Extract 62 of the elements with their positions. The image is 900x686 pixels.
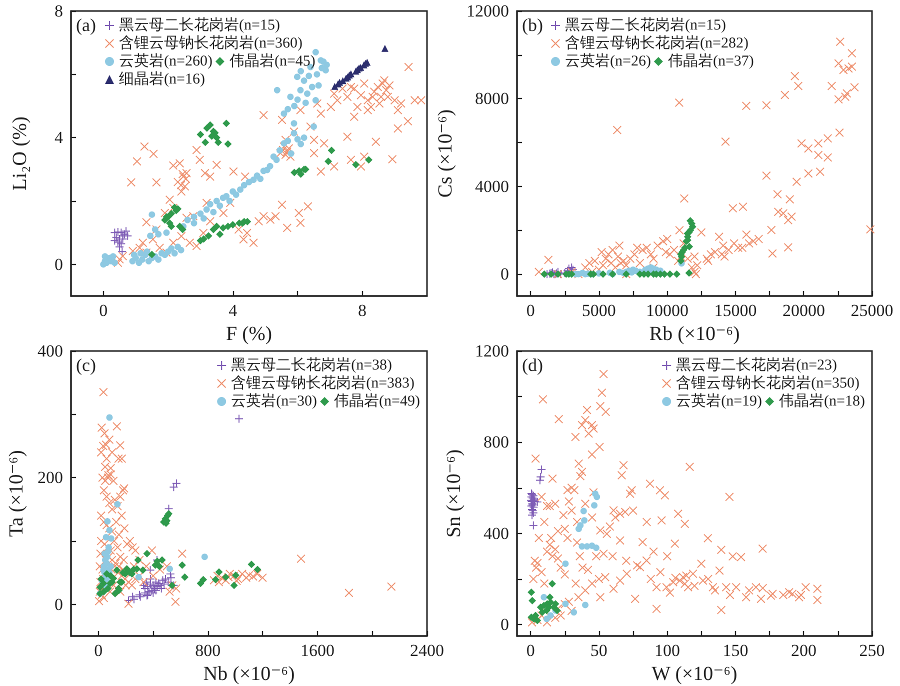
chart-title: (b) (522, 15, 543, 35)
legend-label: 黑云母二长花岗岩(n=23) (676, 356, 838, 374)
legend-label: 含锂云母钠长花岗岩(n=282) (565, 34, 748, 52)
legend-label: 含锂云母钠长花岗岩(n=350) (676, 374, 860, 392)
y-tick-label: 1200 (475, 342, 509, 360)
legend-label: 黑云母二长花岗岩(n=38) (231, 356, 392, 374)
x-tick-label: 25000 (850, 301, 894, 320)
x-tick-label: 4 (228, 301, 238, 320)
legend-label: 伟晶岩(n=18) (779, 392, 866, 410)
x-tick-label: 1600 (300, 641, 334, 660)
legend-label: 伟晶岩(n=37) (668, 52, 754, 70)
x-tick-label: 150 (722, 641, 748, 660)
legend-label: 云英岩(n=19) (676, 392, 762, 410)
y-tick-label: 0 (500, 264, 509, 284)
y-tick-label: 4 (54, 128, 64, 148)
x-tick-label: 10000 (646, 301, 688, 320)
x-axis-title: W (×10⁻⁶) (652, 662, 738, 685)
y-tick-label: 8000 (475, 89, 509, 108)
chart-title: (a) (76, 15, 96, 35)
legend-label: 云英岩(n=30) (231, 392, 318, 410)
y-tick-label: 400 (484, 524, 509, 543)
x-tick-label: 800 (195, 641, 221, 660)
y-axis-title: Li₂O (%) (9, 116, 31, 191)
y-axis-title: Ta (×10⁻⁶) (6, 450, 28, 537)
y-tick-label: 0 (500, 615, 509, 634)
x-axis-title: Rb (×10⁻⁶) (649, 322, 740, 345)
x-tick-label: 100 (654, 641, 680, 660)
x-axis-title: Nb (×10⁻⁶) (203, 662, 295, 685)
x-tick-label: 2400 (410, 641, 444, 660)
legend-label: 含锂云母钠长花岗岩(n=360) (119, 34, 302, 52)
chart-title: (c) (76, 355, 96, 375)
x-tick-label: 0 (99, 301, 108, 320)
x-tick-label: 50 (590, 641, 608, 660)
legend-label: 云英岩(n=260) (119, 52, 212, 70)
y-tick-label: 0 (54, 594, 63, 614)
legend-label: 含锂云母钠长花岗岩(n=383) (231, 374, 415, 392)
x-tick-label: 0 (94, 641, 103, 660)
x-tick-label: 8 (358, 301, 367, 320)
x-tick-label: 20000 (782, 301, 825, 320)
x-axis-title: F (%) (226, 322, 272, 345)
y-tick-label: 12000 (466, 2, 509, 20)
y-tick-label: 800 (484, 432, 509, 452)
legend-label: 细晶岩(n=16) (119, 70, 205, 88)
x-tick-label: 0 (526, 641, 535, 660)
y-tick-label: 8 (54, 2, 63, 20)
y-axis-title: Sn (×10⁻⁶) (443, 449, 466, 538)
y-tick-label: 400 (38, 342, 63, 360)
legend-label: 黑云母二长花岗岩(n=15) (119, 16, 280, 34)
y-tick-label: 0 (54, 254, 63, 274)
x-tick-label: 15000 (714, 301, 757, 320)
legend-label: 黑云母二长花岗岩(n=15) (565, 16, 726, 34)
legend-label: 伟晶岩(n=49) (334, 392, 420, 410)
legend-label: 云英岩(n=26) (565, 52, 651, 70)
x-tick-label: 5000 (582, 301, 616, 320)
y-tick-label: 4000 (475, 176, 509, 196)
x-tick-label: 200 (790, 641, 816, 660)
legend-label: 伟晶岩(n=45) (229, 52, 316, 70)
y-axis-title: Cs (×10⁻⁶) (434, 109, 457, 198)
x-tick-label: 250 (859, 641, 885, 660)
y-tick-label: 200 (38, 468, 63, 488)
chart-title: (d) (522, 355, 543, 375)
x-tick-label: 0 (526, 301, 535, 320)
